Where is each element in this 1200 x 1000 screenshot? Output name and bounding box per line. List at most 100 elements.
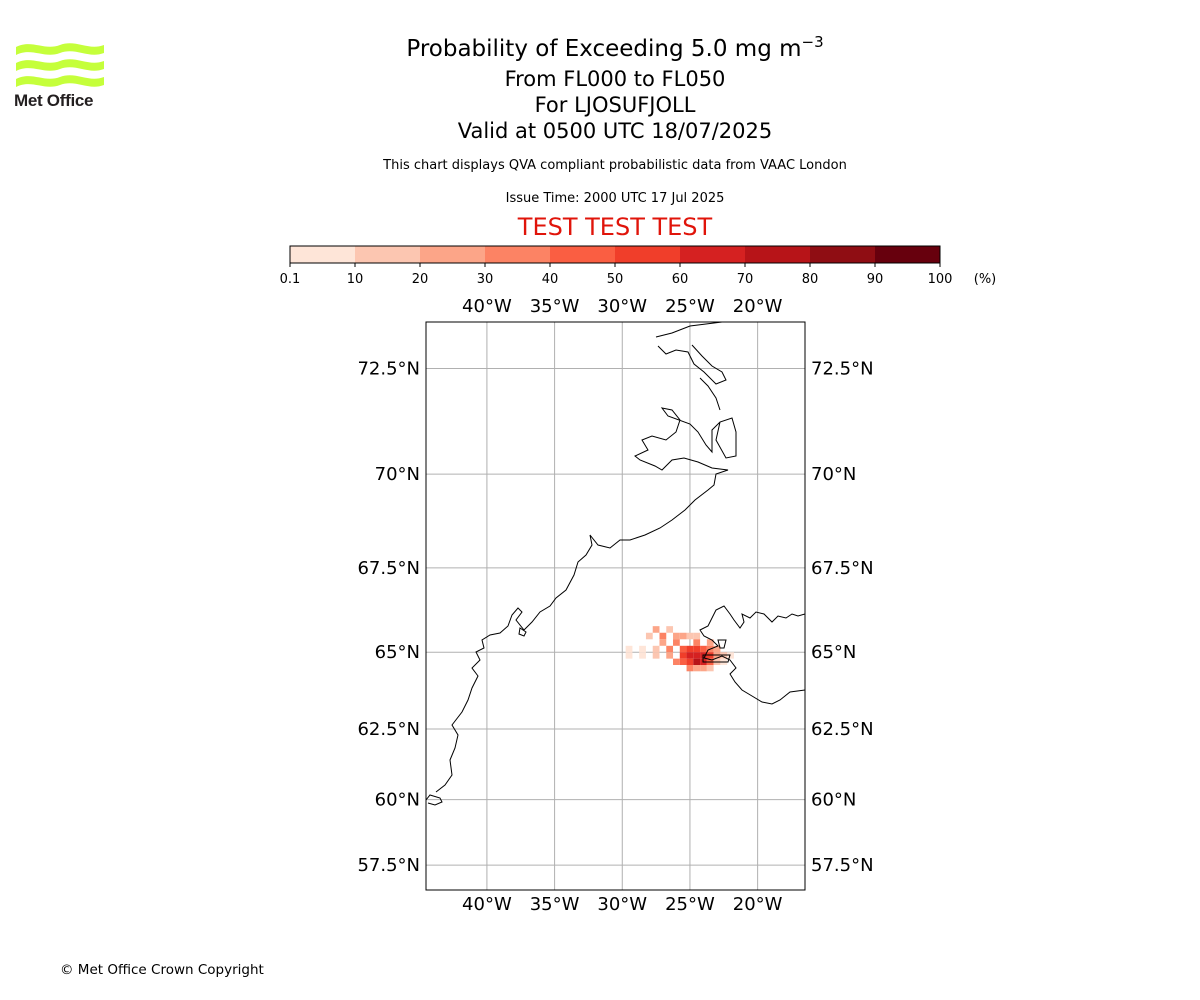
colorbar-tick-label: 0.1 xyxy=(280,272,301,287)
probability-cell xyxy=(706,639,714,646)
probability-cell xyxy=(693,658,701,665)
colorbar-segment xyxy=(485,246,551,263)
colorbar-segment xyxy=(680,246,746,263)
probability-cell xyxy=(673,658,680,665)
probability-cell xyxy=(713,645,721,653)
lon-label-bottom: 40°W xyxy=(462,894,512,915)
colorbar-segment xyxy=(810,246,876,263)
lon-label-top: 20°W xyxy=(733,296,783,317)
colorbar-segment xyxy=(550,246,616,263)
probability-cell xyxy=(639,645,646,653)
probability-cell xyxy=(700,645,707,653)
chart-titles: Probability of Exceeding 5.0 mg m−3 From… xyxy=(0,26,1200,144)
lat-label-right: 72.5°N xyxy=(811,358,874,379)
greenland-islet xyxy=(518,627,527,637)
probability-cell xyxy=(673,632,680,640)
test-banner: TEST TEST TEST xyxy=(517,213,713,241)
probability-cell xyxy=(686,652,694,659)
chart-title: Probability of Exceeding 5.0 mg m−3 xyxy=(0,26,1200,66)
colorbar-tick-label: 80 xyxy=(802,272,819,287)
probability-cell xyxy=(693,645,701,653)
colorbar-tick-label: 40 xyxy=(542,272,559,287)
colorbar-segment xyxy=(355,246,421,263)
chart-description: This chart displays QVA compliant probab… xyxy=(383,158,847,173)
probability-cell xyxy=(693,639,701,646)
greenland-fjord-north xyxy=(655,322,727,411)
probability-cell xyxy=(652,652,660,659)
lon-label-bottom: 30°W xyxy=(597,894,647,915)
met-office-logo-text: Met Office xyxy=(14,91,94,110)
lon-label-top: 40°W xyxy=(462,296,512,317)
copyright-notice: © Met Office Crown Copyright xyxy=(60,962,264,978)
probability-cell xyxy=(673,639,680,646)
lat-label-left: 70°N xyxy=(375,464,420,485)
lon-label-top: 30°W xyxy=(597,296,647,317)
lat-label-left: 72.5°N xyxy=(357,358,420,379)
colorbar-tick-label: 50 xyxy=(607,272,624,287)
probability-cell xyxy=(659,639,667,646)
probability-cell xyxy=(706,664,714,672)
colorbar-segment xyxy=(875,246,941,263)
chart-title-superscript: −3 xyxy=(801,33,824,51)
lon-label-bottom: 25°W xyxy=(665,894,715,915)
probability-cell xyxy=(693,664,701,672)
lat-label-left: 60°N xyxy=(375,790,420,811)
iceland-coastline xyxy=(699,605,805,705)
probability-cell xyxy=(679,632,687,640)
probability-cell xyxy=(686,645,694,653)
lat-label-right: 62.5°N xyxy=(811,719,874,740)
met-office-logo-waves-icon xyxy=(16,43,104,87)
lat-label-right: 70°N xyxy=(811,464,856,485)
flight-level-range: From FL000 to FL050 xyxy=(504,67,726,91)
lat-label-left: 57.5°N xyxy=(357,855,420,876)
probability-cell xyxy=(625,645,633,653)
lat-label-left: 67.5°N xyxy=(357,558,420,579)
probability-cell xyxy=(679,652,687,659)
colorbar-tick-label: 70 xyxy=(737,272,754,287)
probability-cell xyxy=(686,632,694,640)
location-name: For LJOSUFJOLL xyxy=(534,93,696,117)
probability-cell xyxy=(727,652,734,659)
probability-cell xyxy=(686,658,694,665)
probability-cell xyxy=(645,632,653,640)
probability-colorbar: 0.1 10 20 30 40 50 60 70 80 90 100 (%) xyxy=(280,245,997,287)
lat-label-left: 62.5°N xyxy=(357,719,420,740)
issue-time: Issue Time: 2000 UTC 17 Jul 2025 xyxy=(505,191,725,206)
axis-labels: 40°W 40°W 35°W 35°W 30°W 30°W 25°W 25°W 20°W 20°W… xyxy=(357,296,873,915)
chart-title-text: Probability of Exceeding 5.0 mg m xyxy=(406,36,802,62)
colorbar-tick-label: 20 xyxy=(412,272,429,287)
colorbar-tick-label: 10 xyxy=(347,272,364,287)
probability-cell xyxy=(700,664,707,672)
lat-label-right: 60°N xyxy=(811,790,856,811)
probability-cell xyxy=(693,632,701,640)
probability-cell xyxy=(652,626,660,633)
colorbar-segment xyxy=(745,246,811,263)
probability-cell xyxy=(652,645,660,653)
graticule xyxy=(426,322,805,890)
lat-label-left: 65°N xyxy=(375,642,420,663)
lon-label-bottom: 35°W xyxy=(530,894,580,915)
colorbar-segment xyxy=(615,246,681,263)
probability-cell xyxy=(625,652,633,659)
colorbar-segment xyxy=(420,246,486,263)
coastlines xyxy=(426,322,805,806)
lat-label-right: 67.5°N xyxy=(811,558,874,579)
colorbar-tick-label: 30 xyxy=(477,272,494,287)
probability-cell xyxy=(679,645,687,653)
probability-cell xyxy=(659,632,667,640)
probability-cell xyxy=(693,652,701,659)
lon-label-bottom: 20°W xyxy=(733,894,783,915)
map-frame xyxy=(425,321,806,891)
probability-cell xyxy=(666,645,674,653)
colorbar-tick-label: 90 xyxy=(867,272,884,287)
lon-label-top: 35°W xyxy=(530,296,580,317)
probability-cell xyxy=(639,652,646,659)
probability-cells xyxy=(625,626,734,672)
probability-cell xyxy=(666,652,674,659)
colorbar-unit: (%) xyxy=(974,272,997,287)
valid-time: Valid at 0500 UTC 18/07/2025 xyxy=(457,119,773,143)
colorbar-tick-label: 60 xyxy=(672,272,689,287)
probability-cell xyxy=(666,626,674,633)
greenland-coastline xyxy=(426,407,737,806)
lat-label-right: 57.5°N xyxy=(811,855,874,876)
